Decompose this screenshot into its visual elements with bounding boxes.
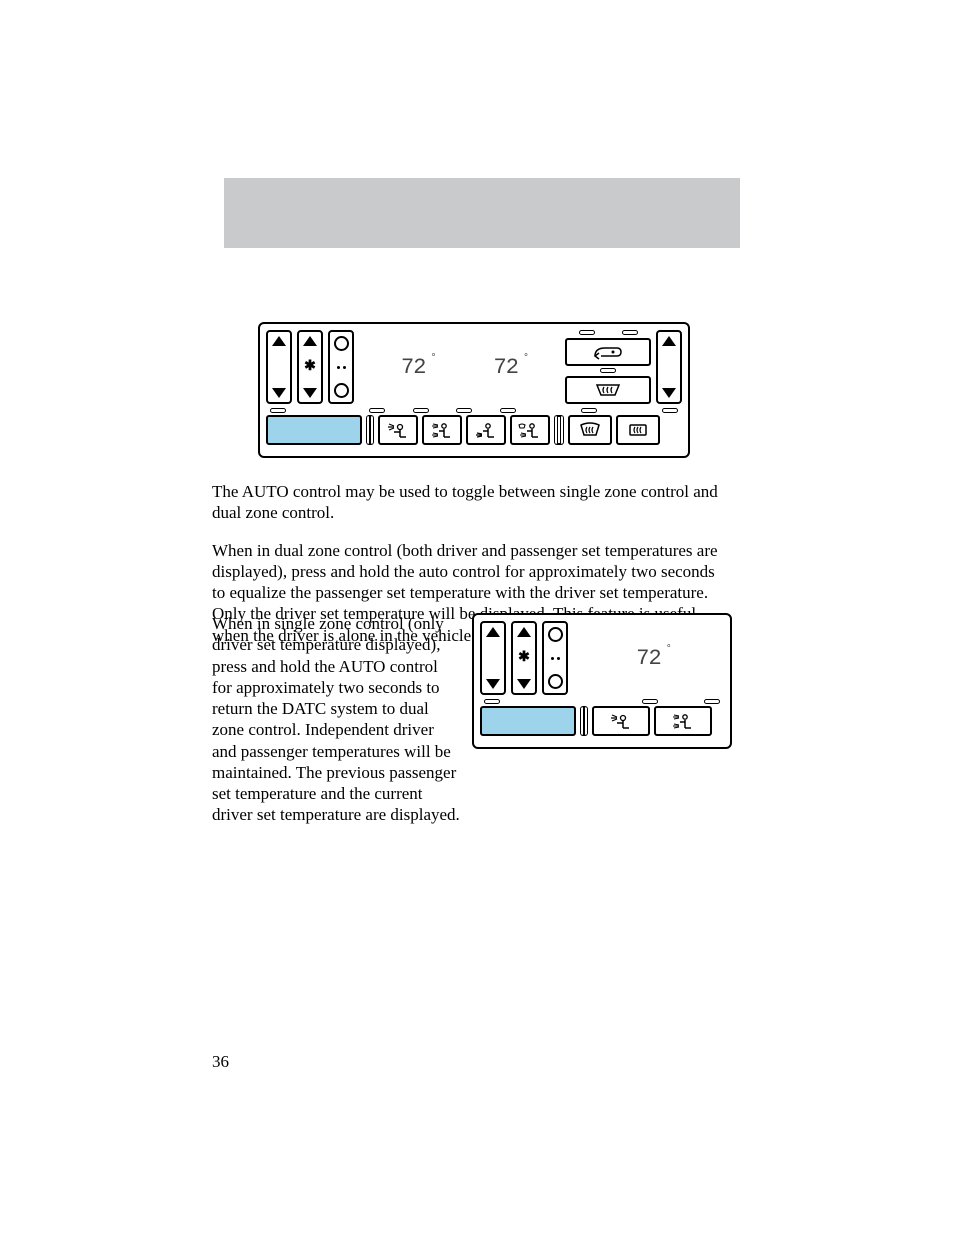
driver-temp-readout: 72° <box>401 355 425 380</box>
bilevel-vent-icon <box>428 421 456 439</box>
auto-button[interactable] <box>480 706 576 736</box>
front-defrost-button[interactable] <box>568 415 612 445</box>
fan-icon: ✱ <box>518 651 530 665</box>
indicator-column <box>328 330 354 404</box>
driver-temp-rocker[interactable] <box>266 330 292 404</box>
temperature-display: 72° <box>573 621 724 695</box>
mode-panel-button[interactable] <box>378 415 418 445</box>
body-paragraph: When in single zone control (only driver… <box>212 613 460 826</box>
arrow-down-icon <box>303 388 317 398</box>
divider <box>366 415 374 445</box>
mode-panel-button[interactable] <box>592 706 650 736</box>
fan-speed-rocker[interactable]: ✱ <box>511 621 537 695</box>
arrow-down-icon <box>272 388 286 398</box>
arrow-up-icon <box>662 336 676 346</box>
indicator-pill-icon <box>600 368 616 373</box>
indicator-circle-icon <box>548 674 563 689</box>
body-paragraph: The AUTO control may be used to toggle b… <box>212 481 732 524</box>
arrow-down-icon <box>662 388 676 398</box>
indicator-pill-icon <box>622 330 638 335</box>
indicator-pill-icon <box>704 699 720 704</box>
recirc-icon <box>591 344 625 360</box>
divider <box>580 706 588 736</box>
panel-vent-icon <box>384 421 412 439</box>
fan-icon: ✱ <box>304 360 316 374</box>
mode-bilevel-button[interactable] <box>422 415 462 445</box>
mode-floor-defrost-button[interactable] <box>510 415 550 445</box>
page-number: 36 <box>212 1052 229 1072</box>
arrow-up-icon <box>272 336 286 346</box>
arrow-up-icon <box>517 627 531 637</box>
passenger-temp-readout: 72° <box>494 355 518 380</box>
rear-defrost-button[interactable] <box>616 415 660 445</box>
indicator-pill-icon <box>413 408 429 413</box>
passenger-temp-rocker[interactable] <box>656 330 682 404</box>
indicator-circle-icon <box>334 383 349 398</box>
indicator-pill-icon <box>369 408 385 413</box>
divider <box>554 415 564 445</box>
rear-heat-button[interactable] <box>565 376 651 404</box>
indicator-column <box>542 621 568 695</box>
indicator-pill-icon <box>662 408 678 413</box>
section-header-bar <box>224 178 740 248</box>
indicator-pill-icon <box>579 330 595 335</box>
climate-panel-single: ✱ 72° <box>472 613 732 749</box>
driver-temp-rocker[interactable] <box>480 621 506 695</box>
indicator-pill-icon <box>642 699 658 704</box>
climate-panel-dual: ✱ 72° 72° <box>258 322 690 458</box>
indicator-pill-icon <box>456 408 472 413</box>
indicator-circle-icon <box>548 627 563 642</box>
indicator-pill-icon <box>500 408 516 413</box>
indicator-pill-icon <box>484 699 500 704</box>
indicator-circle-icon <box>334 336 349 351</box>
fan-speed-rocker[interactable]: ✱ <box>297 330 323 404</box>
arrow-down-icon <box>517 679 531 689</box>
mode-bilevel-button[interactable] <box>654 706 712 736</box>
bilevel-vent-icon <box>669 712 697 730</box>
arrow-up-icon <box>486 627 500 637</box>
panel-vent-icon <box>607 712 635 730</box>
indicator-pill-icon <box>581 408 597 413</box>
recirculate-button[interactable] <box>565 338 651 366</box>
floor-vent-icon <box>472 421 500 439</box>
driver-temp-readout: 72° <box>636 646 660 671</box>
temperature-display: 72° 72° <box>359 330 560 404</box>
indicator-pill-icon <box>270 408 286 413</box>
mode-floor-button[interactable] <box>466 415 506 445</box>
floor-defrost-icon <box>516 421 544 439</box>
arrow-down-icon <box>486 679 500 689</box>
arrow-up-icon <box>303 336 317 346</box>
auto-button[interactable] <box>266 415 362 445</box>
front-defrost-icon <box>575 421 605 439</box>
rear-defrost-icon <box>623 421 653 439</box>
rear-heat-icon <box>591 381 625 399</box>
